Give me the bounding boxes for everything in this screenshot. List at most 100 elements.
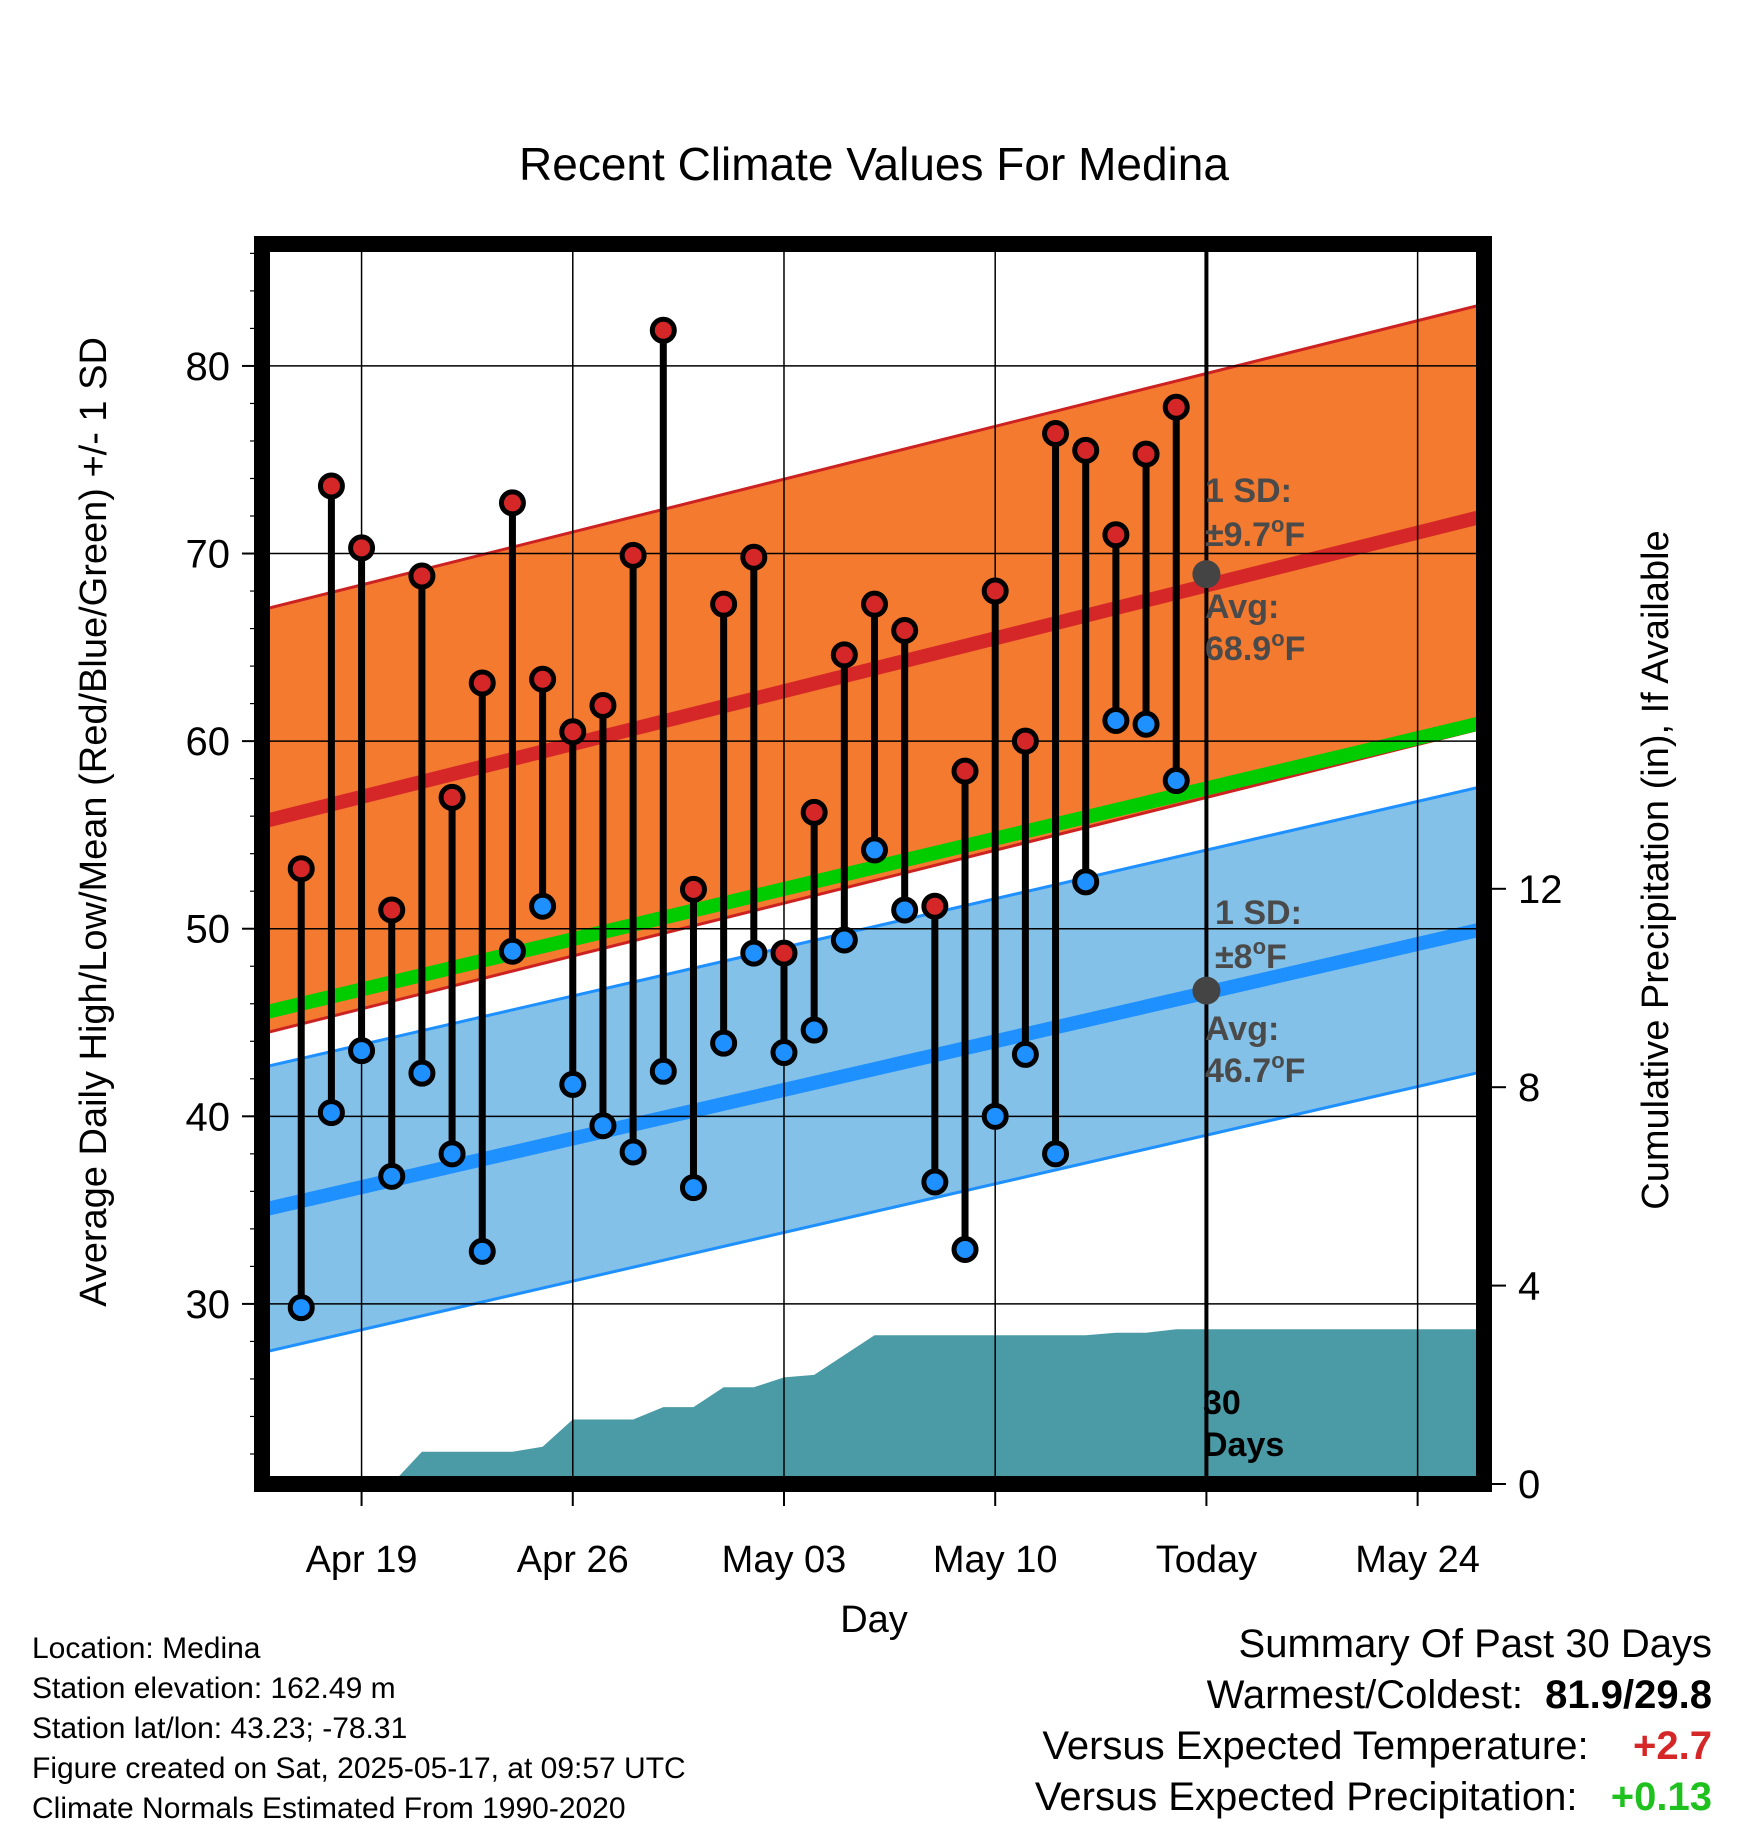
y2-tick-label: 12 <box>1518 868 1563 912</box>
plot-contents <box>262 244 1484 1484</box>
daily-high-point <box>770 939 798 967</box>
climate-chart: Recent Climate Values For Medina 1 SD:±9… <box>73 138 1677 1640</box>
precipitation-area <box>301 1329 1484 1484</box>
summary-temperature: Versus Expected Temperature: +2.7 <box>1042 1724 1712 1769</box>
daily-high-point <box>1162 393 1190 421</box>
summary-precipitation: Versus Expected Precipitation: +0.13 <box>1035 1775 1712 1820</box>
daily-low-point <box>649 1057 677 1085</box>
daily-low-point <box>468 1237 496 1265</box>
daily-low-point <box>921 1168 949 1196</box>
daily-high-point <box>559 718 587 746</box>
daily-low-point <box>861 836 889 864</box>
daily-low-point <box>1162 767 1190 795</box>
normal-mean-line <box>262 715 1484 1020</box>
x-tick-label: Apr 19 <box>306 1539 418 1581</box>
axes: 30 40 50 60 70 80 0 4 8 12 Apr 19 Apr 26 May 03 May 1… <box>186 236 1563 1581</box>
daily-high-point <box>498 489 526 517</box>
y-tick-label: 40 <box>186 1095 231 1139</box>
low-band-upper-edge <box>262 784 1484 1070</box>
daily-low-point <box>408 1059 436 1087</box>
daily-high-point <box>861 590 889 618</box>
daily-low-point <box>438 1140 466 1168</box>
daily-high-point <box>1132 440 1160 468</box>
y2-tick-label: 4 <box>1518 1265 1540 1309</box>
summary-heading: Summary Of Past 30 Days <box>1238 1622 1712 1666</box>
x-tick-label: May 24 <box>1355 1539 1480 1581</box>
daily-high-point <box>1102 521 1130 549</box>
daily-low-point <box>679 1174 707 1202</box>
daily-low-point <box>619 1138 647 1166</box>
x-tick-label: May 03 <box>722 1539 847 1581</box>
daily-high-point <box>589 691 617 719</box>
daily-high-point <box>951 757 979 785</box>
y2-axis-label: Cumulative Precipitation (in), If Availa… <box>1635 530 1677 1209</box>
plot-frame <box>254 236 1492 1492</box>
daily-low-point <box>951 1236 979 1264</box>
high-avg-label: Avg: <box>1205 588 1279 626</box>
warm-cold-value: 81.9/29.8 <box>1545 1673 1712 1717</box>
daily-low-point <box>498 937 526 965</box>
daily-low-point <box>1072 868 1100 896</box>
x-tick-label: Apr 26 <box>517 1539 629 1581</box>
daily-high-point <box>378 896 406 924</box>
daily-high-point <box>287 855 315 883</box>
daily-low-point <box>800 1016 828 1044</box>
daily-high-point <box>408 562 436 590</box>
daily-high-point <box>529 665 557 693</box>
y-tick-label: 30 <box>186 1283 231 1327</box>
daily-low-point <box>287 1294 315 1322</box>
days-window-label: 30 Days <box>1203 1384 1284 1464</box>
y-tick-label: 70 <box>186 533 231 577</box>
today-high-normal-marker <box>1192 560 1221 589</box>
daily-low-point <box>559 1070 587 1098</box>
daily-low-point <box>891 896 919 924</box>
high-band-upper-edge <box>262 302 1484 612</box>
info-location: Location: Medina <box>32 1632 261 1665</box>
daily-low-point <box>1011 1040 1039 1068</box>
high-sd-label: 1 SD: <box>1205 472 1292 510</box>
daily-high-point <box>438 783 466 811</box>
y-axis-label: Average Daily High/Low/Mean (Red/Blue/Gr… <box>73 337 115 1307</box>
daily-low-point <box>1102 706 1130 734</box>
low-sd-label: 1 SD: <box>1215 894 1302 932</box>
daily-high-point <box>619 541 647 569</box>
daily-low-point <box>710 1029 738 1057</box>
low-avg-label: Avg: <box>1205 1010 1279 1048</box>
daily-low-point <box>348 1037 376 1065</box>
daily-low-point <box>981 1102 1009 1130</box>
daily-low-point <box>770 1039 798 1067</box>
y-tick-label: 80 <box>186 345 231 389</box>
daily-high-point <box>891 616 919 644</box>
daily-high-point <box>649 316 677 344</box>
y-tick-label: 50 <box>186 908 231 952</box>
daily-high-point <box>468 669 496 697</box>
daily-low-point <box>740 939 768 967</box>
today-low-normal-marker <box>1192 976 1221 1005</box>
precip-versus-value: +0.13 <box>1610 1775 1712 1819</box>
daily-low-point <box>378 1162 406 1190</box>
info-normals: Climate Normals Estimated From 1990-2020 <box>32 1792 626 1825</box>
daily-high-point <box>710 590 738 618</box>
y2-tick-label: 0 <box>1518 1463 1540 1507</box>
high-band-lower-edge <box>262 726 1484 1036</box>
info-created: Figure created on Sat, 2025-05-17, at 09… <box>32 1752 686 1785</box>
daily-high-point <box>921 892 949 920</box>
daily-high-point <box>800 798 828 826</box>
x-tick-label: May 10 <box>933 1539 1058 1581</box>
info-elevation: Station elevation: 162.49 m <box>32 1672 396 1705</box>
high-avg-value: 68.9oF <box>1205 626 1305 668</box>
x-axis-label: Day <box>840 1599 908 1640</box>
temp-versus-value: +2.7 <box>1633 1724 1712 1768</box>
daily-high-point <box>981 577 1009 605</box>
daily-low-point <box>1132 710 1160 738</box>
x-tick-label: Today <box>1156 1539 1257 1581</box>
low-sd-value: ±8oF <box>1215 934 1287 976</box>
y-tick-label: 60 <box>186 720 231 764</box>
precip-versus-label: Versus Expected Precipitation: <box>1034 1775 1578 1819</box>
low-band-lower-edge <box>262 1069 1484 1355</box>
summary-warm-cold: Warmest/Coldest: 81.9/29.8 <box>1207 1673 1712 1718</box>
warm-cold-label: Warmest/Coldest: <box>1206 1673 1523 1717</box>
daily-high-point <box>1072 436 1100 464</box>
daily-high-point <box>1042 419 1070 447</box>
